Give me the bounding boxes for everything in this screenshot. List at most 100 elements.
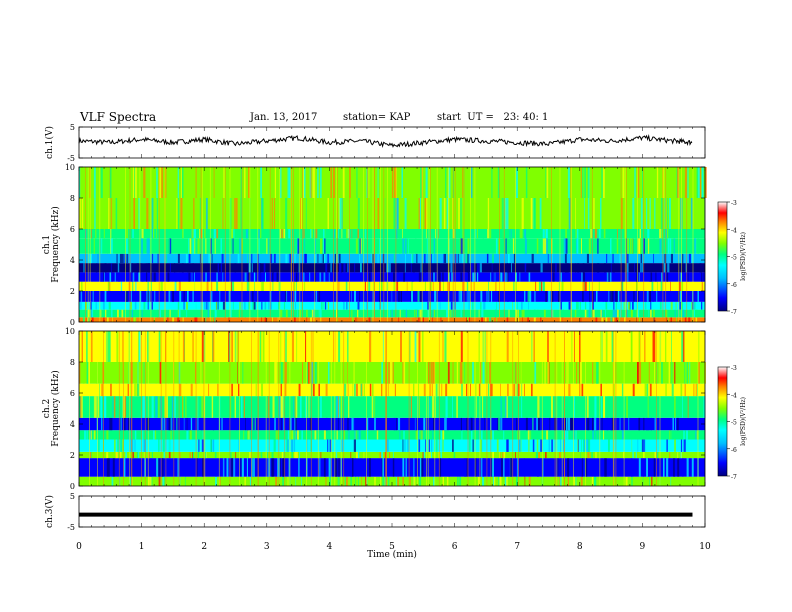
spectrogram-striation xyxy=(226,458,229,477)
spectrogram-band xyxy=(79,331,705,362)
spectrogram-striation xyxy=(119,476,121,486)
spectrogram-striation xyxy=(152,272,154,282)
spectrogram-striation xyxy=(321,253,323,264)
spectrogram-striation xyxy=(397,272,399,282)
spectrogram-striation xyxy=(253,301,256,310)
spectrogram-striation xyxy=(370,167,372,198)
spectrogram-striation xyxy=(379,291,381,302)
spectrogram-striation xyxy=(589,291,590,302)
spectrogram-striation xyxy=(649,476,650,486)
spectrogram-striation xyxy=(425,229,427,239)
spectrogram-striation xyxy=(294,430,296,440)
spectrogram-spike xyxy=(656,331,657,486)
spectrogram-striation xyxy=(350,476,352,486)
spectrogram-striation xyxy=(393,253,396,264)
spectrogram-striation xyxy=(409,331,411,362)
spectrogram-spike xyxy=(570,167,572,322)
spectrogram-striation xyxy=(524,383,525,397)
spectrogram-striation xyxy=(574,331,575,362)
spectrogram-striation xyxy=(81,198,84,229)
spectrogram-striation xyxy=(648,272,651,282)
spectrogram-striation xyxy=(666,317,668,322)
spectrogram-striation xyxy=(241,396,243,418)
ch2-spectrogram-image xyxy=(79,331,706,486)
spectrogram-striation xyxy=(400,331,402,362)
spectrogram-striation xyxy=(119,451,122,459)
spectrogram-striation xyxy=(466,331,468,362)
spectrogram-striation xyxy=(635,309,637,318)
spectrogram-band xyxy=(79,430,705,440)
spectrogram-striation xyxy=(637,167,640,198)
spectrogram-striation xyxy=(597,451,599,459)
spectrogram-striation xyxy=(325,383,328,397)
spectrogram-striation xyxy=(269,301,272,310)
spectrogram-striation xyxy=(386,229,387,239)
spectrogram-striation xyxy=(699,263,702,273)
spectrogram-striation xyxy=(587,451,589,459)
spectrogram-striation xyxy=(323,229,325,239)
spectrogram-striation xyxy=(338,229,339,239)
spectrogram-striation xyxy=(111,309,113,318)
spectrogram-striation xyxy=(626,263,629,273)
spectrogram-striation xyxy=(413,476,416,486)
spectrogram-striation xyxy=(460,238,463,254)
spectrogram-spike xyxy=(612,331,614,486)
spectrogram-striation xyxy=(327,439,329,452)
spectrogram-striation xyxy=(696,309,698,318)
spectrogram-striation xyxy=(140,238,143,254)
spectrogram-striation xyxy=(402,238,405,254)
spectrogram-striation xyxy=(326,291,329,302)
spectrogram-striation xyxy=(130,383,131,397)
spectrogram-striation xyxy=(506,317,509,322)
spectrogram-striation xyxy=(473,281,475,291)
spectrogram-striation xyxy=(602,291,604,302)
spectrogram-striation xyxy=(478,430,480,440)
spectrogram-striation xyxy=(197,396,199,418)
spectrogram-striation xyxy=(684,317,687,322)
spectrogram-striation xyxy=(534,362,537,384)
spectrogram-striation xyxy=(562,383,565,397)
y-axis-label: ch.3(V) xyxy=(44,495,55,528)
spectrogram-spike xyxy=(615,331,617,486)
spectrogram-striation xyxy=(596,263,599,273)
spectrogram-striation xyxy=(608,439,610,452)
spectrogram-striation xyxy=(670,476,672,486)
colorbar xyxy=(717,366,728,477)
spectrogram-striation xyxy=(458,291,461,302)
spectrogram-striation xyxy=(644,331,646,362)
spectrogram-striation xyxy=(472,272,474,282)
spectrogram-striation xyxy=(434,291,437,302)
x-tick-label: 1 xyxy=(139,542,145,552)
spectrogram-striation xyxy=(129,263,132,273)
spectrogram-striation xyxy=(285,383,287,397)
spectrogram-striation xyxy=(667,263,670,273)
spectrogram-striation xyxy=(297,383,299,397)
spectrogram-striation xyxy=(668,362,670,384)
spectrogram-striation xyxy=(472,362,474,384)
spectrogram-striation xyxy=(577,263,580,273)
spectrogram-striation xyxy=(525,253,527,264)
spectrogram-striation xyxy=(141,229,144,239)
spectrogram-striation xyxy=(252,458,255,477)
spectrogram-striation xyxy=(106,476,108,486)
spectrogram-striation xyxy=(179,383,182,397)
spectrogram-striation xyxy=(636,281,638,291)
spectrogram-striation xyxy=(163,317,165,322)
spectrogram-striation xyxy=(366,417,369,431)
spectrogram-striation xyxy=(119,476,121,486)
spectrogram-spike xyxy=(173,331,175,486)
spectrogram-striation xyxy=(632,451,634,459)
spectrogram-spike xyxy=(554,331,556,486)
colorbar-tick-label: -6 xyxy=(731,282,737,289)
spectrogram-striation xyxy=(570,417,573,431)
spectrogram-striation xyxy=(608,301,611,310)
spectrogram-striation xyxy=(111,417,113,431)
spectrogram-striation xyxy=(138,331,140,362)
spectrogram-striation xyxy=(534,291,536,302)
spectrogram-striation xyxy=(182,317,184,322)
y-tick-label: 8 xyxy=(70,194,75,203)
spectrogram-striation xyxy=(534,198,536,229)
spectrogram-striation xyxy=(258,229,260,239)
spectrogram-striation xyxy=(152,229,155,239)
spectrogram-striation xyxy=(283,301,286,310)
